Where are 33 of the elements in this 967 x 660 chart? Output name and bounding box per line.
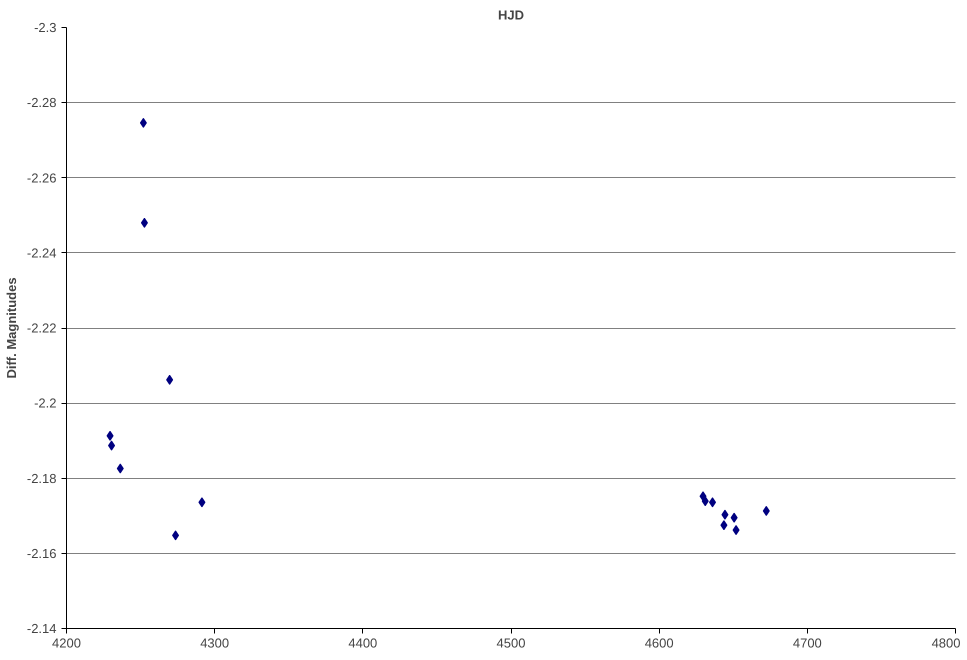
y-axis-title: Diff. Magnitudes xyxy=(4,277,19,379)
y-tick-label: -2.3 xyxy=(34,20,57,35)
point xyxy=(721,510,728,520)
y-tick-label: -2.2 xyxy=(34,396,57,411)
x-tick-label: 4500 xyxy=(496,636,526,650)
chart-title: HJD xyxy=(498,8,524,22)
y-tick-label: -2.14 xyxy=(26,621,57,636)
point xyxy=(106,430,114,441)
x-tick-label: 4400 xyxy=(348,636,378,650)
point xyxy=(140,218,148,228)
x-tick-label: 4300 xyxy=(200,636,230,650)
point xyxy=(709,497,716,508)
x-tick-label: 4700 xyxy=(792,636,822,650)
point xyxy=(198,497,206,508)
point xyxy=(166,374,174,385)
x-tick-label: 4800 xyxy=(932,636,960,650)
y-tick-label: -2.28 xyxy=(26,95,57,110)
y-tick-label: -2.24 xyxy=(26,245,57,260)
point xyxy=(762,506,770,516)
point xyxy=(172,530,180,540)
point xyxy=(702,496,709,506)
y-tick-label: -2.16 xyxy=(26,546,57,561)
point xyxy=(730,512,738,523)
point xyxy=(720,520,728,530)
point xyxy=(116,463,124,474)
x-tick-label: 4200 xyxy=(52,636,81,650)
point xyxy=(732,525,740,536)
x-tick-label: 4600 xyxy=(644,636,674,650)
point xyxy=(108,440,116,451)
y-tick-label: -2.18 xyxy=(26,470,57,486)
y-tick-label: -2.22 xyxy=(26,320,57,336)
y-tick-label: -2.26 xyxy=(26,170,57,186)
point xyxy=(140,118,147,128)
